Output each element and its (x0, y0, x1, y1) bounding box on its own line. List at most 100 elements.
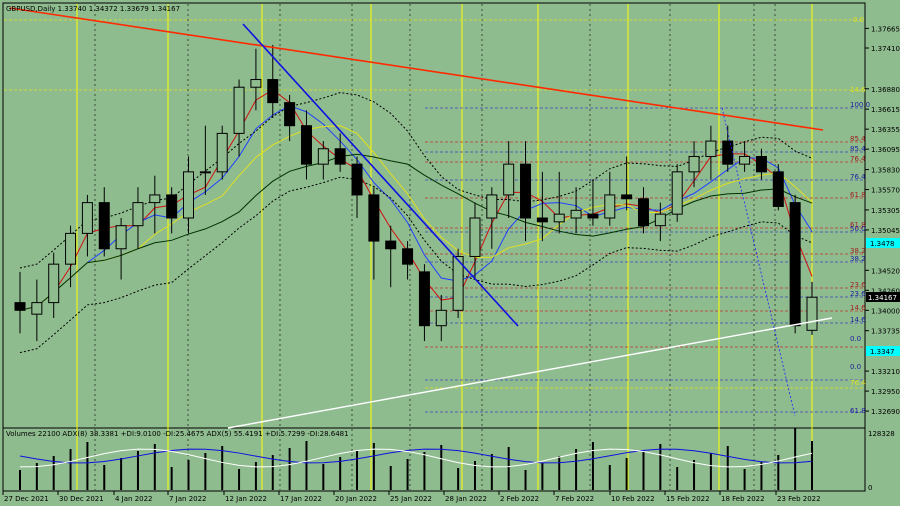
candle-body (637, 198, 649, 227)
fib-label: 38.2 (850, 255, 866, 263)
candle-body (418, 271, 430, 327)
date-tick-label: 7 Jan 2022 (169, 495, 207, 503)
fib-label: 38.2 (850, 247, 866, 255)
candle-body (722, 140, 734, 165)
price-tick-label: 1.37410 (871, 45, 900, 53)
fib-labels: 100.085.485.476.476.461.861.850.038.238.… (850, 16, 870, 415)
fib-label: 0.0 (850, 363, 861, 371)
candle-body (739, 155, 751, 165)
candle-body (503, 163, 515, 196)
fib-label: 50.0 (850, 225, 866, 233)
fib-label: 0.0 (850, 335, 861, 343)
date-tick-label: 18 Feb 2022 (721, 495, 765, 503)
candle-body (334, 148, 346, 165)
cyan-marker-upper (866, 238, 900, 248)
indicator-line (19, 176, 813, 354)
date-tick-label: 28 Jan 2022 (445, 495, 487, 503)
price-tick-label: 1.35305 (871, 207, 900, 215)
adx-lines (19, 448, 813, 468)
fib-label: 85.4 (850, 135, 866, 143)
candle-body (233, 86, 245, 134)
candle-body (300, 125, 312, 165)
candle-body (317, 148, 329, 165)
candle-body (486, 194, 498, 219)
candle-body (772, 171, 784, 207)
price-tick-label: 1.36615 (871, 106, 900, 114)
candlesticks (14, 44, 818, 342)
candle-body (199, 171, 211, 174)
candle-body (789, 202, 801, 327)
price-axis: 1.37665 1.37410 1.36880 1.36615 1.36355 1.360… (865, 25, 900, 416)
price-panel-frame (2, 2, 866, 429)
volume-bars (19, 428, 813, 490)
candle-body (351, 163, 363, 196)
candle-body (553, 213, 565, 223)
date-tick-label: 30 Dec 2021 (59, 495, 104, 503)
candle-body (570, 209, 582, 219)
cyan-marker-lower-label: 1.3347 (870, 348, 895, 356)
date-tick-label: 4 Jan 2022 (115, 495, 153, 503)
volume-min-label: 0 (868, 484, 872, 492)
fib-label: 76.4 (850, 155, 866, 163)
date-tick-label: 27 Dec 2021 (4, 495, 49, 503)
price-tick-label: 1.35570 (871, 187, 900, 195)
fib-label: 14.6 (850, 304, 866, 312)
candle-body (385, 240, 397, 250)
indicator-panel-frame (2, 427, 866, 492)
price-tick-label: 1.35830 (871, 167, 900, 175)
price-tick-label: 1.32690 (871, 408, 900, 416)
volume-max-label: 128328 (868, 430, 895, 438)
price-tick-label: 1.34000 (871, 307, 900, 315)
candle-body (132, 202, 144, 227)
fib-label: 76.4 (850, 379, 866, 387)
candle-body (705, 140, 717, 157)
candle-body (216, 132, 228, 173)
price-tick-label: 1.36880 (871, 86, 900, 94)
indicator-info: Volumes 22100 ADX(8) 38.3381 +DI:9.0100 … (6, 430, 349, 438)
candle-body (587, 213, 599, 219)
price-tick-label: 1.32950 (871, 388, 900, 396)
cyan-marker-lower (866, 346, 900, 356)
candle-body (806, 296, 818, 331)
candle-body (671, 171, 683, 215)
adx-line (19, 448, 813, 464)
candle-body (14, 302, 26, 311)
fib-label-top: 14.6 (850, 86, 866, 94)
price-tick-label: 1.36095 (871, 146, 900, 154)
candle-body (149, 194, 161, 204)
indicator-line (19, 92, 813, 269)
fib-label: 23.6 (850, 281, 866, 289)
fib-label: 23.6 (850, 290, 866, 298)
white-support-trendline (227, 317, 833, 429)
price-tick-label: 1.33735 (871, 328, 900, 336)
price-tick-label: 1.36355 (871, 126, 900, 134)
fib-label: 85.4 (850, 145, 866, 153)
candle-body (755, 155, 767, 173)
price-tick-label: 1.33210 (871, 368, 900, 376)
date-tick-label: 15 Feb 2022 (666, 495, 710, 503)
candle-body (31, 302, 43, 315)
candle-body (452, 255, 464, 311)
cyan-marker-upper-label: 1.3478 (870, 240, 895, 248)
candle-body (183, 171, 195, 219)
candle-body (81, 202, 93, 234)
price-tick-label: 1.37665 (871, 25, 900, 33)
current-price-label: 1.34167 (868, 294, 897, 302)
date-tick-label: 17 Jan 2022 (280, 495, 322, 503)
adx-line (19, 448, 813, 468)
fib-label-top: 0.0 (853, 16, 864, 24)
price-tick-label: 1.34520 (871, 267, 900, 275)
date-tick-label: 23 Feb 2022 (777, 495, 821, 503)
fib-label: 76.4 (850, 173, 866, 181)
candle-body (115, 225, 127, 250)
price-tick-label: 1.34260 (871, 287, 900, 295)
candle-body (65, 232, 77, 265)
price-tick-label: 1.35045 (871, 227, 900, 235)
date-tick-label: 25 Jan 2022 (390, 495, 432, 503)
date-tick-label: 10 Feb 2022 (611, 495, 655, 503)
candle-body (435, 309, 447, 327)
date-tick-label: 2 Feb 2022 (500, 495, 539, 503)
candle-body (654, 213, 666, 227)
candle-body (402, 248, 414, 265)
